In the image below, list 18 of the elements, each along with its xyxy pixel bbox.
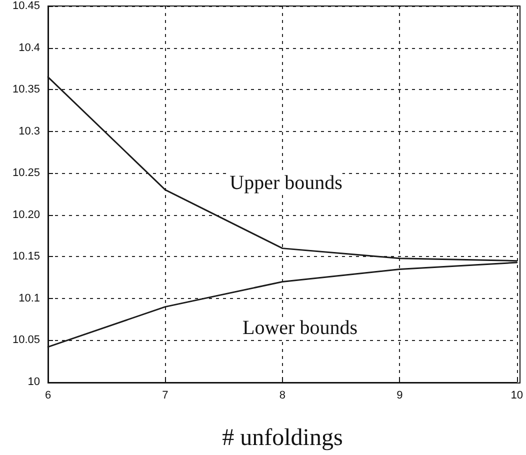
x-tick-label: 8 [279, 390, 286, 402]
y-tick-label: 10.20 [12, 208, 40, 221]
annotation: Upper bounds [230, 172, 343, 194]
y-tick-label: 10.05 [12, 334, 40, 346]
y-tick-label: 10.4 [18, 42, 40, 54]
x-tick-label: 10 [510, 390, 524, 402]
y-tick-label: 10.45 [12, 0, 40, 12]
y-tick-label: 10.1 [18, 292, 40, 304]
x-tick-label: 7 [162, 390, 168, 402]
y-tick-label: 10.15 [12, 250, 40, 263]
x-axis-title: # unfoldings [222, 425, 343, 451]
x-tick-label: 6 [44, 390, 52, 402]
x-tick-label: 9 [396, 390, 403, 402]
y-tick-label: 10.25 [12, 167, 40, 180]
y-tick-label: 10.35 [12, 84, 40, 96]
annotation: Lower bounds [242, 317, 358, 339]
y-tick-label: 10.3 [18, 125, 40, 138]
y-tick-label: 10 [28, 376, 40, 388]
